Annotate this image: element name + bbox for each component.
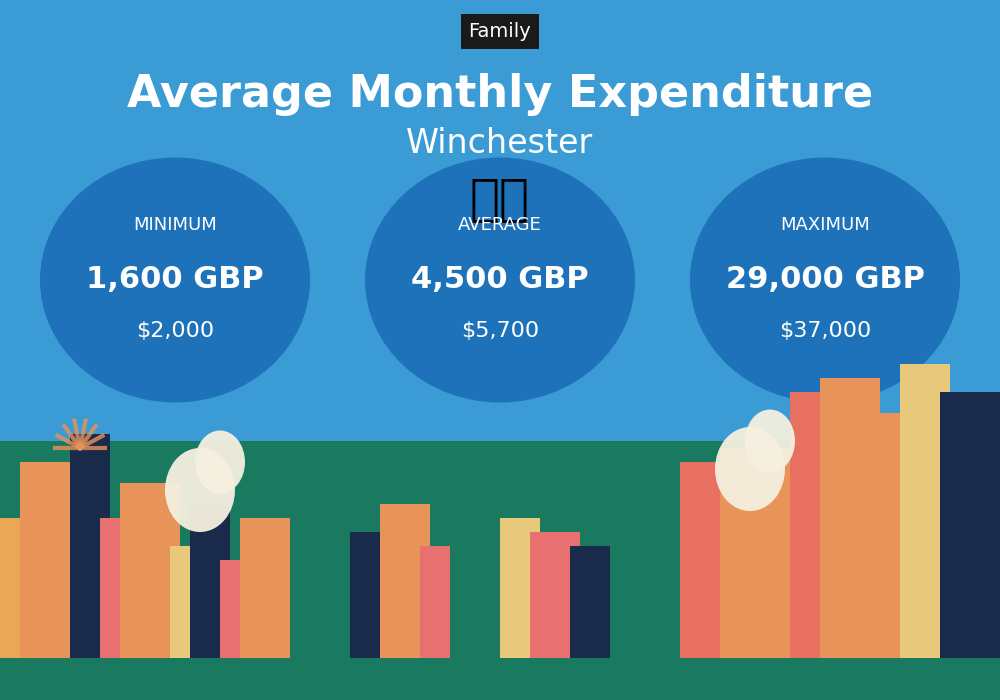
Text: 🇬🇧: 🇬🇧 [470, 176, 530, 223]
FancyBboxPatch shape [450, 490, 510, 658]
Ellipse shape [745, 410, 795, 473]
Text: $5,700: $5,700 [461, 321, 539, 342]
FancyBboxPatch shape [530, 532, 580, 658]
FancyBboxPatch shape [720, 448, 800, 658]
Text: MINIMUM: MINIMUM [133, 216, 217, 234]
Text: 1,600 GBP: 1,600 GBP [86, 265, 264, 295]
FancyBboxPatch shape [380, 504, 430, 658]
Text: $2,000: $2,000 [136, 321, 214, 342]
Text: MAXIMUM: MAXIMUM [780, 216, 870, 234]
FancyBboxPatch shape [680, 462, 720, 658]
FancyBboxPatch shape [650, 504, 710, 658]
FancyBboxPatch shape [900, 364, 950, 658]
FancyBboxPatch shape [500, 518, 540, 658]
FancyBboxPatch shape [350, 532, 390, 658]
FancyBboxPatch shape [240, 518, 290, 658]
FancyBboxPatch shape [0, 441, 1000, 700]
Ellipse shape [195, 430, 245, 494]
Ellipse shape [40, 158, 310, 402]
Text: 4,500 GBP: 4,500 GBP [411, 265, 589, 295]
FancyBboxPatch shape [70, 434, 110, 658]
FancyBboxPatch shape [20, 462, 80, 658]
FancyBboxPatch shape [620, 546, 660, 658]
FancyBboxPatch shape [220, 560, 250, 658]
FancyBboxPatch shape [100, 518, 130, 658]
FancyBboxPatch shape [570, 546, 610, 658]
FancyBboxPatch shape [820, 378, 880, 658]
FancyBboxPatch shape [0, 518, 40, 658]
Text: Winchester: Winchester [406, 127, 594, 160]
Text: $37,000: $37,000 [779, 321, 871, 342]
Text: 29,000 GBP: 29,000 GBP [726, 265, 924, 295]
FancyBboxPatch shape [790, 392, 830, 658]
FancyBboxPatch shape [870, 413, 910, 658]
FancyBboxPatch shape [170, 546, 200, 658]
Text: Family: Family [469, 22, 531, 41]
Text: AVERAGE: AVERAGE [458, 216, 542, 234]
Ellipse shape [715, 427, 785, 511]
Ellipse shape [365, 158, 635, 402]
Ellipse shape [165, 448, 235, 532]
Text: Average Monthly Expenditure: Average Monthly Expenditure [127, 73, 873, 116]
FancyBboxPatch shape [190, 504, 230, 658]
FancyBboxPatch shape [940, 392, 1000, 658]
FancyBboxPatch shape [120, 483, 180, 658]
Ellipse shape [690, 158, 960, 402]
FancyBboxPatch shape [420, 546, 460, 658]
